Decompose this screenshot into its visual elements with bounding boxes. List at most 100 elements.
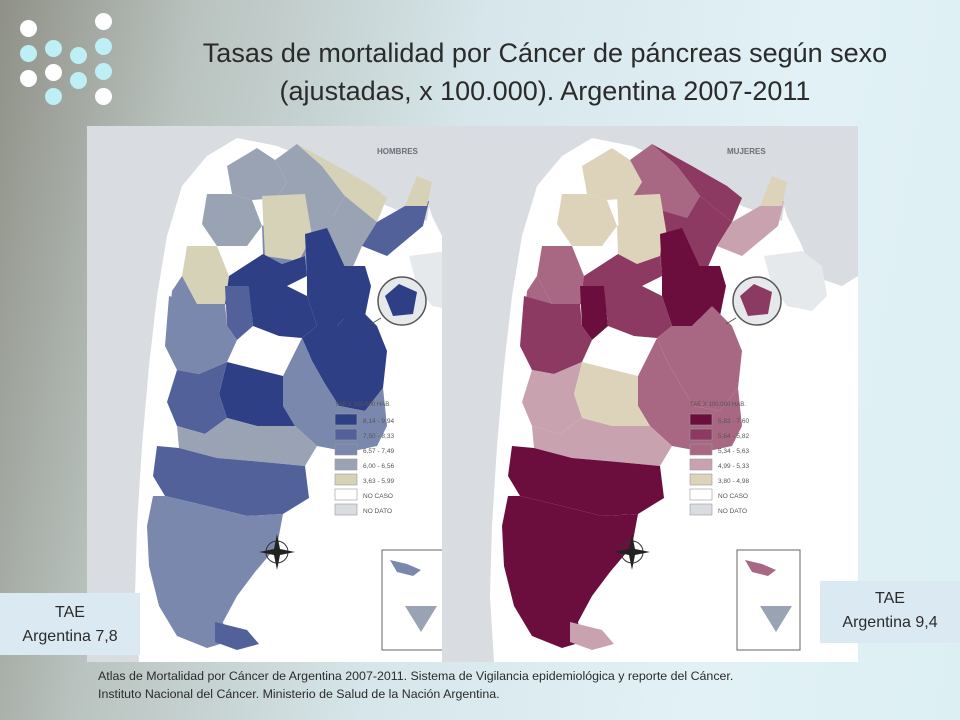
legend-swatch bbox=[689, 458, 713, 471]
tae-label: TAE bbox=[55, 604, 85, 621]
province-chubut bbox=[508, 446, 664, 516]
province-cordoba bbox=[604, 286, 672, 338]
legend-label: 3,80 - 4,98 bbox=[718, 478, 749, 485]
maps-svg: HOMBRES TAE X 100.000 HAB. 8,14 - 9,94 7,… bbox=[87, 126, 858, 662]
province-entre-rios bbox=[337, 266, 371, 322]
legend-swatch bbox=[689, 413, 713, 426]
map-mujeres: MUJERES TAE X 100.000 HAB. 5,83 - 7,60 5,… bbox=[442, 126, 858, 662]
province-catamarca-north bbox=[557, 194, 617, 246]
inset-arrow bbox=[725, 317, 737, 325]
tae-box-mujeres: TAE Argentina 9,4 bbox=[820, 581, 960, 643]
inset-region bbox=[385, 284, 417, 316]
legend-swatch bbox=[334, 473, 358, 486]
province-buenos-aires-north bbox=[657, 306, 742, 411]
inset-islands bbox=[745, 560, 776, 576]
province-tierra-del-fuego bbox=[570, 622, 614, 650]
province-tierra-del-fuego bbox=[215, 622, 259, 650]
tae-box-hombres: TAE Argentina 7,8 bbox=[0, 593, 140, 655]
province-corrientes bbox=[362, 201, 429, 256]
legend-swatch bbox=[334, 428, 358, 441]
title-line-2: (ajustadas, x 100.000). Argentina 2007-2… bbox=[279, 76, 811, 106]
legend-label: NO DATO bbox=[718, 508, 747, 515]
legend-items-mujeres: 5,83 - 7,60 5,64 - 5,82 5,34 - 5,63 4,99 - … bbox=[689, 413, 749, 516]
dot bbox=[70, 72, 87, 89]
province-jujuy bbox=[227, 148, 287, 200]
province-buenos-aires bbox=[283, 338, 387, 452]
neighbor-paraguay-brazil bbox=[742, 126, 858, 286]
legend-swatch bbox=[334, 413, 358, 426]
dot bbox=[95, 88, 112, 105]
dot bbox=[45, 64, 62, 81]
province-chaco bbox=[617, 194, 667, 261]
antarctica-inset-mujeres bbox=[736, 549, 801, 651]
province-formosa bbox=[652, 144, 742, 222]
legend-label: 8,14 - 9,94 bbox=[363, 418, 394, 425]
province-misiones bbox=[760, 176, 787, 206]
legend-label: NO CASO bbox=[718, 493, 748, 500]
title-line-1: Tasas de mortalidad por Cáncer de páncre… bbox=[202, 38, 888, 68]
province-neuquen bbox=[167, 362, 227, 434]
legend-label: 6,00 - 6,56 bbox=[363, 463, 394, 470]
legend-label: 6,57 - 7,49 bbox=[363, 448, 394, 455]
dot bbox=[45, 40, 62, 57]
dot bbox=[20, 70, 37, 87]
province-rio-negro bbox=[177, 418, 317, 466]
legend-swatch bbox=[334, 458, 358, 471]
source-citation: Atlas de Mortalidad por Cáncer de Argent… bbox=[98, 667, 878, 703]
dot bbox=[20, 45, 37, 62]
neighbor-chile-bolivia bbox=[442, 126, 784, 662]
province-cordoba bbox=[249, 286, 317, 338]
province-neuquen bbox=[522, 362, 582, 434]
legend-hombres: TAE X 100.000 HAB. 8,14 - 9,94 7,50 - 8,3… bbox=[334, 402, 394, 516]
province-jujuy bbox=[582, 148, 642, 200]
legend-swatch bbox=[689, 443, 713, 456]
province-la-pampa bbox=[219, 362, 295, 426]
province-chaco bbox=[262, 194, 312, 261]
province-chubut bbox=[153, 446, 309, 516]
map-panel: HOMBRES TAE X 100.000 HAB. 8,14 - 9,94 7,… bbox=[87, 126, 858, 662]
legend-swatch bbox=[334, 443, 358, 456]
tae-label: TAE bbox=[875, 590, 905, 607]
legend-items-hombres: 8,14 - 9,94 7,50 - 8,33 6,57 - 7,49 6,00 - … bbox=[334, 413, 394, 516]
province-corrientes bbox=[717, 201, 784, 256]
legend-label: 7,50 - 8,33 bbox=[363, 433, 394, 440]
province-san-luis bbox=[580, 286, 608, 340]
dot bbox=[95, 38, 112, 55]
legend-label: 5,34 - 5,63 bbox=[718, 448, 749, 455]
legend-label: NO CASO bbox=[363, 493, 393, 500]
dot bbox=[95, 63, 112, 80]
inset-circle-hombres bbox=[370, 276, 427, 326]
legend-title-mujeres: TAE X 100.000 HAB. bbox=[690, 402, 746, 408]
map-heading-mujeres: MUJERES bbox=[727, 147, 766, 156]
legend-label: 3,63 - 5,99 bbox=[363, 478, 394, 485]
inset-circle-mujeres bbox=[725, 276, 782, 326]
legend-label: 5,83 - 7,60 bbox=[718, 418, 749, 425]
compass-rose-icon bbox=[614, 534, 650, 570]
province-santa-cruz bbox=[502, 496, 638, 648]
compass-rose-icon bbox=[259, 534, 295, 570]
legend-swatch bbox=[689, 428, 713, 441]
province-mendoza bbox=[520, 296, 592, 374]
legend-swatch bbox=[689, 488, 713, 501]
legend-title-hombres: TAE X 100.000 HAB. bbox=[335, 402, 391, 408]
province-mendoza bbox=[165, 296, 237, 374]
dot bbox=[95, 13, 112, 30]
province-buenos-aires bbox=[638, 338, 742, 452]
inset-antarctic-sector bbox=[760, 606, 792, 632]
province-la-pampa bbox=[574, 362, 650, 426]
province-catamarca-north bbox=[202, 194, 262, 246]
inset-islands bbox=[390, 560, 421, 576]
inset-antarctic-sector bbox=[405, 606, 437, 632]
province-buenos-aires-north bbox=[302, 306, 387, 411]
antarctica-inset-hombres bbox=[381, 549, 446, 651]
dot bbox=[45, 88, 62, 105]
source-line-2: Instituto Nacional del Cáncer. Ministeri… bbox=[98, 687, 500, 701]
legend-swatch bbox=[334, 488, 358, 501]
province-rio-negro bbox=[532, 418, 672, 466]
page-title: Tasas de mortalidad por Cáncer de páncre… bbox=[150, 34, 940, 110]
legend-label: 5,64 - 5,82 bbox=[718, 433, 749, 440]
legend-label: NO DATO bbox=[363, 508, 392, 515]
legend-swatch bbox=[334, 503, 358, 516]
inset-arrow bbox=[370, 317, 382, 325]
inset-region bbox=[740, 284, 772, 316]
